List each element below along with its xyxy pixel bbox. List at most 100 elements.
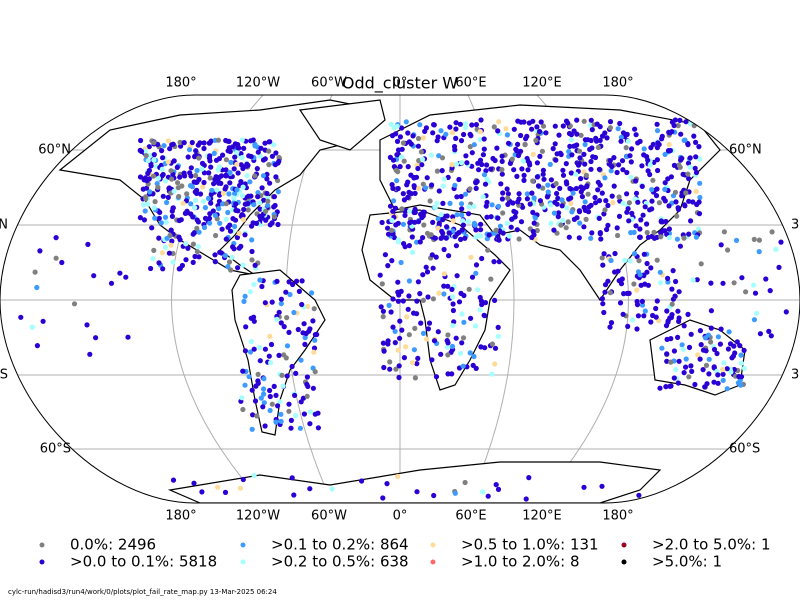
- station-dot: [703, 362, 710, 368]
- station-dot: [471, 353, 477, 360]
- station-dot: [776, 264, 782, 270]
- station-dot: [496, 259, 502, 265]
- station-dot: [721, 229, 728, 235]
- station-dot: [620, 311, 626, 317]
- station-dot: [194, 249, 200, 255]
- station-dot: [244, 173, 250, 179]
- station-dot: [602, 175, 608, 181]
- station-dot: [309, 290, 315, 296]
- station-dot: [395, 185, 401, 192]
- station-dot: [515, 141, 521, 147]
- map-body: [0, 95, 800, 503]
- station-dot: [299, 278, 305, 284]
- station-dot: [398, 259, 404, 266]
- station-dot: [647, 207, 653, 213]
- station-dot: [509, 156, 515, 162]
- station-dot: [570, 190, 576, 196]
- station-dot: [518, 132, 524, 139]
- station-dot: [680, 171, 686, 177]
- station-dot: [277, 399, 283, 405]
- station-dot: [444, 224, 450, 230]
- station-dot: [395, 289, 401, 295]
- station-dot: [234, 149, 240, 156]
- station-dot: [588, 117, 594, 123]
- station-dot: [147, 152, 153, 158]
- station-dot: [599, 190, 605, 196]
- station-dot: [620, 130, 627, 136]
- station-dot: [189, 139, 195, 146]
- station-dot: [706, 371, 712, 377]
- station-dot: [207, 220, 213, 226]
- station-dot: [588, 158, 594, 165]
- station-dot: [183, 257, 189, 263]
- station-dot: [430, 265, 436, 271]
- station-dot: [495, 333, 501, 339]
- station-dot: [625, 138, 631, 144]
- station-dot: [685, 311, 691, 317]
- station-dot: [645, 282, 652, 288]
- station-dot: [241, 206, 247, 213]
- station-dot: [223, 201, 229, 207]
- station-dot: [445, 283, 451, 289]
- station-dot: [604, 135, 610, 141]
- lon-label: 120°E: [522, 76, 562, 91]
- station-dot: [511, 126, 517, 132]
- station-dot: [453, 161, 460, 167]
- station-dot: [741, 365, 747, 371]
- station-dot: [435, 134, 441, 140]
- station-dot: [641, 313, 647, 319]
- station-dot: [430, 130, 436, 136]
- station-dot: [714, 350, 720, 357]
- station-dot: [469, 122, 475, 128]
- station-dot: [471, 142, 477, 148]
- station-dot: [568, 170, 574, 176]
- map-title: Odd_cluster W: [342, 74, 458, 94]
- station-dot: [393, 167, 399, 173]
- station-dot: [577, 220, 583, 226]
- station-dot: [718, 242, 724, 248]
- station-dot: [226, 191, 232, 197]
- station-dot: [720, 371, 726, 377]
- station-dot: [691, 133, 697, 139]
- station-dot: [481, 172, 488, 178]
- station-dot: [259, 185, 265, 191]
- station-dot: [235, 208, 241, 214]
- station-dot: [495, 128, 501, 134]
- station-dot: [683, 356, 689, 362]
- station-dot: [600, 262, 606, 268]
- station-dot: [674, 213, 680, 219]
- station-dot: [176, 193, 182, 200]
- station-dot: [390, 185, 396, 191]
- station-dot: [548, 202, 554, 208]
- station-dot: [618, 138, 624, 144]
- station-dot: [628, 159, 634, 165]
- station-dot: [445, 174, 451, 180]
- station-dot: [387, 359, 393, 365]
- station-dot: [450, 218, 456, 224]
- station-dot: [708, 308, 715, 314]
- station-dot: [414, 298, 420, 304]
- station-dot: [596, 166, 603, 172]
- station-dot: [491, 124, 497, 130]
- station-dot: [169, 213, 175, 219]
- station-dot: [298, 357, 304, 363]
- station-dot: [623, 145, 629, 151]
- station-dot: [418, 320, 424, 326]
- station-dot: [252, 173, 258, 179]
- station-dot: [667, 383, 673, 389]
- station-dot: [238, 179, 244, 185]
- station-dot: [152, 215, 158, 221]
- station-dot: [191, 480, 197, 486]
- station-dot: [659, 136, 665, 142]
- station-dot: [500, 190, 506, 196]
- station-dot: [520, 158, 526, 164]
- station-dot: [209, 187, 215, 193]
- station-dot: [687, 155, 693, 161]
- station-dot: [240, 262, 246, 268]
- station-dot: [194, 225, 200, 231]
- station-dot: [480, 152, 486, 158]
- station-dot: [482, 313, 488, 319]
- station-dot: [519, 166, 525, 172]
- station-dot: [438, 128, 444, 134]
- station-dot: [724, 366, 730, 372]
